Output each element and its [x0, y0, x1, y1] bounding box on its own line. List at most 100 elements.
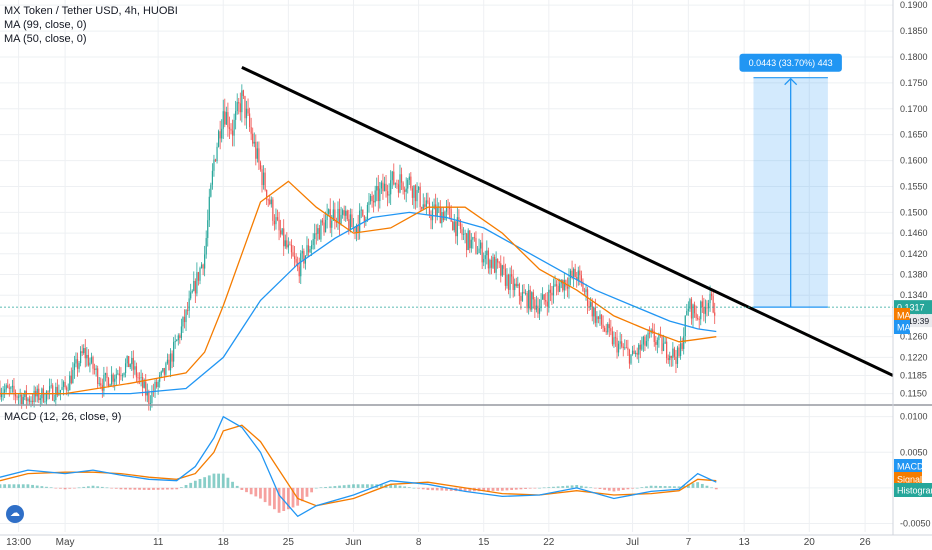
- candle-body: [128, 355, 130, 368]
- candle-body: [311, 244, 313, 250]
- histogram-bar: [482, 487, 486, 492]
- histogram-bar: [659, 485, 662, 488]
- histogram-bar: [128, 487, 132, 490]
- ma50-legend[interactable]: MA (50, close, 0): [4, 33, 87, 45]
- candle-body: [301, 251, 303, 254]
- candle-body: [425, 200, 427, 207]
- price-tick-label: 0.1460: [900, 228, 928, 238]
- ma-slow-tag: MA: [897, 323, 911, 333]
- histogram-bar: [417, 487, 420, 489]
- candle-body: [332, 209, 334, 221]
- macd-legend[interactable]: MACD (12, 26, close, 9): [4, 411, 122, 423]
- candle-body: [331, 220, 333, 228]
- histogram-bar: [617, 487, 620, 491]
- candle-body: [697, 318, 699, 319]
- candle-body: [25, 390, 27, 401]
- candle-body: [374, 190, 376, 203]
- histogram-bar: [77, 487, 81, 489]
- candle-body: [675, 356, 677, 364]
- signal-line: [0, 424, 717, 507]
- candle-body: [557, 285, 559, 292]
- ma-slow-tag-bg: [894, 320, 910, 334]
- candle-body: [506, 274, 508, 286]
- candle-body: [165, 363, 167, 375]
- time-tick-label: 22: [543, 537, 555, 548]
- histogram-bar: [370, 484, 374, 488]
- candle-body: [498, 262, 500, 264]
- candle-body: [524, 293, 527, 294]
- candle-body: [571, 270, 573, 277]
- price-tick-label: 0.1150: [900, 389, 927, 399]
- candle-body: [129, 364, 131, 368]
- candle-body: [140, 377, 142, 378]
- histogram-bar: [291, 487, 295, 508]
- ma99-legend[interactable]: MA (99, close, 0): [4, 19, 87, 31]
- candle-body: [202, 264, 204, 269]
- candle-body: [247, 108, 249, 114]
- histogram-bar: [193, 480, 197, 488]
- measure-arrow-head: [784, 77, 798, 86]
- candle-body: [289, 244, 291, 246]
- candle-body: [343, 210, 345, 216]
- price-tick-label: 0.1220: [900, 352, 928, 362]
- histogram-bar: [333, 486, 337, 488]
- histogram-bar: [603, 487, 607, 490]
- histogram-bar: [305, 487, 309, 497]
- candle-body: [619, 341, 621, 344]
- candle-body: [604, 327, 606, 332]
- candle-body: [284, 240, 286, 247]
- candle-body: [53, 400, 55, 401]
- tradingview-logo-icon[interactable]: ☁: [6, 505, 24, 523]
- histogram-bar: [528, 487, 532, 489]
- candle-body: [507, 274, 510, 290]
- candle-body: [334, 209, 336, 221]
- histogram-bar: [696, 482, 700, 488]
- time-tick-label: 15: [478, 537, 490, 548]
- candle-body: [162, 368, 164, 372]
- ma99-line: [0, 211, 717, 395]
- histogram-bar: [110, 487, 114, 489]
- histogram-bar: [640, 487, 644, 488]
- macd-pane: [0, 415, 718, 518]
- candle-body: [439, 206, 441, 224]
- candle-body: [673, 348, 676, 357]
- candle-body: [357, 224, 359, 233]
- histogram-bar: [166, 487, 169, 490]
- candle-body: [399, 174, 401, 193]
- histogram-bar: [226, 477, 230, 488]
- candle-body: [210, 184, 212, 197]
- candle-body: [179, 335, 181, 338]
- candle-body: [414, 185, 417, 202]
- countdown-label: 02:19:39: [896, 316, 929, 326]
- candle-body: [462, 234, 465, 235]
- histogram-bar: [552, 486, 555, 488]
- candle-body: [537, 305, 539, 314]
- candle-body: [340, 214, 342, 224]
- histogram-bar: [519, 487, 523, 490]
- candle-body: [655, 341, 657, 345]
- candle-body: [614, 337, 617, 339]
- candle-body: [18, 396, 20, 398]
- histogram-bar: [156, 487, 160, 490]
- candle-body: [580, 275, 582, 282]
- candle-body: [363, 215, 365, 222]
- candle-body: [435, 204, 437, 216]
- candle-body: [481, 242, 483, 263]
- candle-body: [93, 368, 96, 370]
- candle-body: [90, 357, 93, 363]
- macd-tag: MACD: [897, 462, 924, 472]
- candle-body: [411, 188, 413, 198]
- candle-body: [278, 219, 280, 231]
- candle-body: [394, 183, 396, 185]
- candle-body: [0, 394, 3, 398]
- candle-body: [611, 331, 613, 345]
- candle-body: [76, 359, 79, 369]
- candle-body: [490, 259, 493, 268]
- candle-body: [453, 221, 455, 231]
- candle-body: [231, 130, 234, 136]
- candle-body: [700, 301, 702, 320]
- time-tick-label: 7: [686, 537, 692, 548]
- histogram-bar: [566, 485, 569, 488]
- price-tick-label: 0.1850: [900, 26, 928, 36]
- candle-body: [693, 304, 696, 314]
